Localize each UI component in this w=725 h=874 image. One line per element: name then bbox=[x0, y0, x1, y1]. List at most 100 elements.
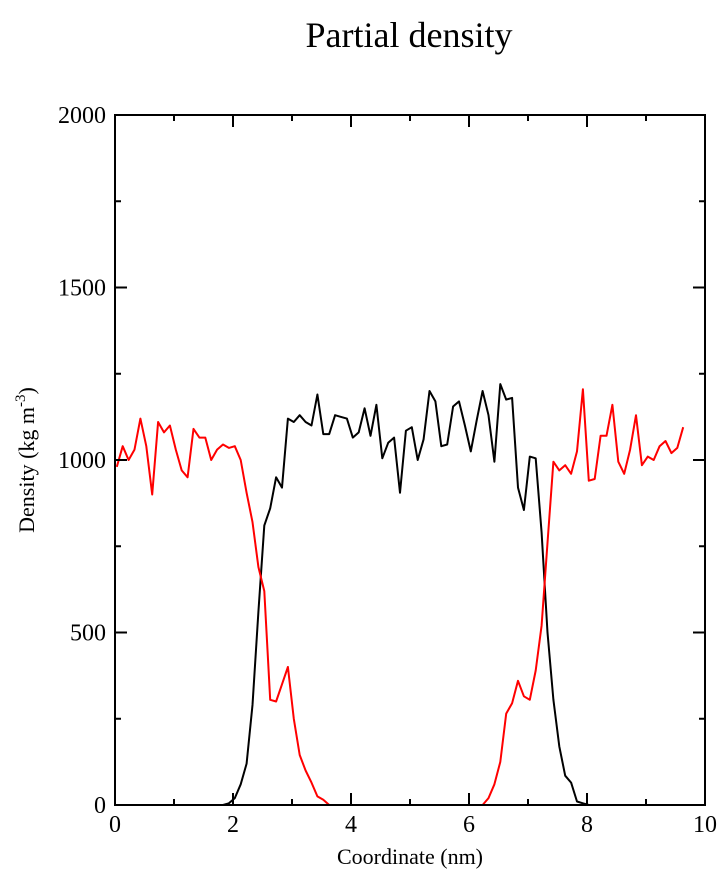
y-tick-label: 0 bbox=[94, 793, 106, 819]
series-0-point bbox=[529, 456, 531, 458]
series-0-point bbox=[488, 414, 490, 416]
series-1-point bbox=[145, 445, 147, 447]
series-1-point bbox=[511, 702, 513, 704]
series-0-point bbox=[311, 425, 313, 427]
series-1-point bbox=[523, 695, 525, 697]
series-0-point bbox=[541, 532, 543, 534]
y-axis-label-superscript: -3 bbox=[13, 394, 29, 407]
series-1-point bbox=[263, 590, 265, 592]
series-1-point bbox=[151, 494, 153, 496]
y-axis-label-close: ) bbox=[14, 387, 39, 394]
series-1-point bbox=[535, 670, 537, 672]
series-1-point bbox=[287, 666, 289, 668]
series-0-point bbox=[464, 425, 466, 427]
series-1-point bbox=[198, 437, 200, 439]
series-1-point bbox=[222, 444, 224, 446]
series-1-point bbox=[552, 461, 554, 463]
series-1-point bbox=[600, 435, 602, 437]
series-1-point bbox=[517, 680, 519, 682]
series-0-point bbox=[564, 775, 566, 777]
series-1-point bbox=[193, 428, 195, 430]
x-axis-label: Coordinate (nm) bbox=[337, 844, 483, 869]
series-1-point bbox=[635, 414, 637, 416]
series-1-point bbox=[594, 478, 596, 480]
series-1-point bbox=[629, 449, 631, 451]
series-1-point bbox=[606, 435, 608, 437]
series-1-point bbox=[252, 521, 254, 523]
series-1-point bbox=[134, 449, 136, 451]
series-1-point bbox=[499, 761, 501, 763]
series-1-point bbox=[588, 480, 590, 482]
series-0-point bbox=[405, 430, 407, 432]
series-1-point bbox=[275, 701, 277, 703]
series-1-point bbox=[582, 388, 584, 390]
series-1-point bbox=[128, 459, 130, 461]
series-1-point bbox=[547, 542, 549, 544]
series-1-point bbox=[122, 445, 124, 447]
series-0-point bbox=[340, 416, 342, 418]
y-tick-label: 2000 bbox=[58, 103, 106, 129]
series-1-point bbox=[493, 783, 495, 785]
series-0-point bbox=[387, 442, 389, 444]
series-0-point bbox=[322, 433, 324, 435]
series-0-point bbox=[269, 507, 271, 509]
series-1-point bbox=[505, 713, 507, 715]
series-1-point bbox=[269, 699, 271, 701]
series-1-point bbox=[281, 683, 283, 685]
series-0-point bbox=[429, 390, 431, 392]
series-1-point bbox=[204, 437, 206, 439]
series-1-point bbox=[617, 461, 619, 463]
ticks-layer bbox=[114, 114, 706, 806]
series-0-point bbox=[346, 418, 348, 420]
series-0-point bbox=[370, 435, 372, 437]
series-1-point bbox=[216, 449, 218, 451]
series-0-point bbox=[352, 437, 354, 439]
series-0-point bbox=[476, 419, 478, 421]
series-0-point bbox=[305, 421, 307, 423]
series-1-point bbox=[322, 799, 324, 801]
series-1-point bbox=[240, 459, 242, 461]
series-0-point bbox=[375, 404, 377, 406]
series-1-line bbox=[115, 388, 685, 806]
series-0-point bbox=[287, 418, 289, 420]
series-1-point bbox=[299, 754, 301, 756]
series-0-point bbox=[246, 763, 248, 765]
x-tick-label: 10 bbox=[693, 812, 717, 838]
series-1-point bbox=[181, 469, 183, 471]
y-tick-label: 500 bbox=[70, 621, 106, 647]
series-1-point bbox=[228, 447, 230, 449]
series-0-point bbox=[275, 476, 277, 478]
series-0-point bbox=[482, 390, 484, 392]
series-1-point bbox=[187, 476, 189, 478]
series-1-point bbox=[139, 418, 141, 420]
series-1-point bbox=[570, 473, 572, 475]
y-axis-label-text: Density (kg m bbox=[14, 407, 39, 533]
series-0-point bbox=[393, 437, 395, 439]
x-tick-label: 6 bbox=[463, 812, 475, 838]
series-0-point bbox=[240, 783, 242, 785]
series-1-point bbox=[316, 795, 318, 797]
series-0-point bbox=[505, 399, 507, 401]
series-0-point bbox=[299, 414, 301, 416]
plot-frame bbox=[114, 114, 706, 806]
series-1-point bbox=[163, 431, 165, 433]
series-0-point bbox=[293, 421, 295, 423]
series-1-point bbox=[665, 440, 667, 442]
chart-title: Partial density bbox=[306, 15, 513, 55]
series-1-point bbox=[659, 445, 661, 447]
series-0-point bbox=[364, 407, 366, 409]
series-0-point bbox=[399, 492, 401, 494]
series-1-point bbox=[670, 452, 672, 454]
y-axis-label: Density (kg m-3) bbox=[13, 387, 39, 533]
series-1-point bbox=[116, 466, 118, 468]
series-layer bbox=[115, 383, 685, 806]
series-0-point bbox=[234, 797, 236, 799]
series-0-point bbox=[458, 400, 460, 402]
series-0-point bbox=[263, 525, 265, 527]
series-1-point bbox=[558, 469, 560, 471]
series-1-point bbox=[293, 718, 295, 720]
series-0-point bbox=[434, 400, 436, 402]
series-0-point bbox=[499, 383, 501, 385]
tick-labels: 0 2 4 6 8 10 0 500 1000 1500 2000 bbox=[58, 103, 717, 838]
series-0-point bbox=[334, 414, 336, 416]
